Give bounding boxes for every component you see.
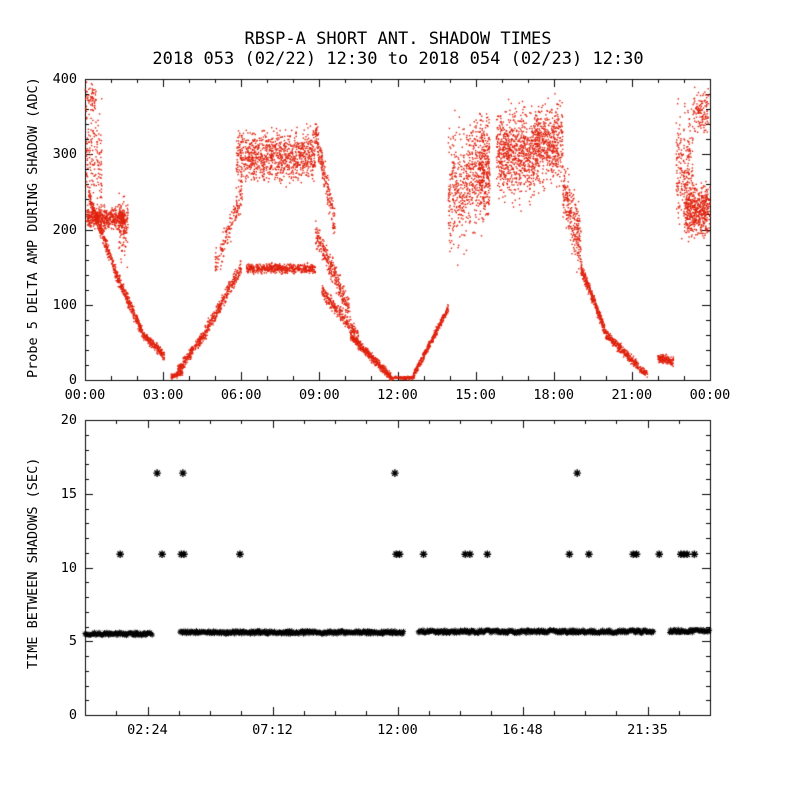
top-y-axis-label: Probe 5 DELTA AMP DURING SHADOW (ADC) — [25, 77, 41, 378]
chart-subtitle: 2018 053 (02/22) 12:30 to 2018 054 (02/2… — [152, 49, 644, 69]
bottom-y-axis-label: TIME BETWEEN SHADOWS (SEC) — [25, 457, 41, 669]
chart-title: RBSP-A SHORT ANT. SHADOW TIMES — [244, 29, 552, 49]
